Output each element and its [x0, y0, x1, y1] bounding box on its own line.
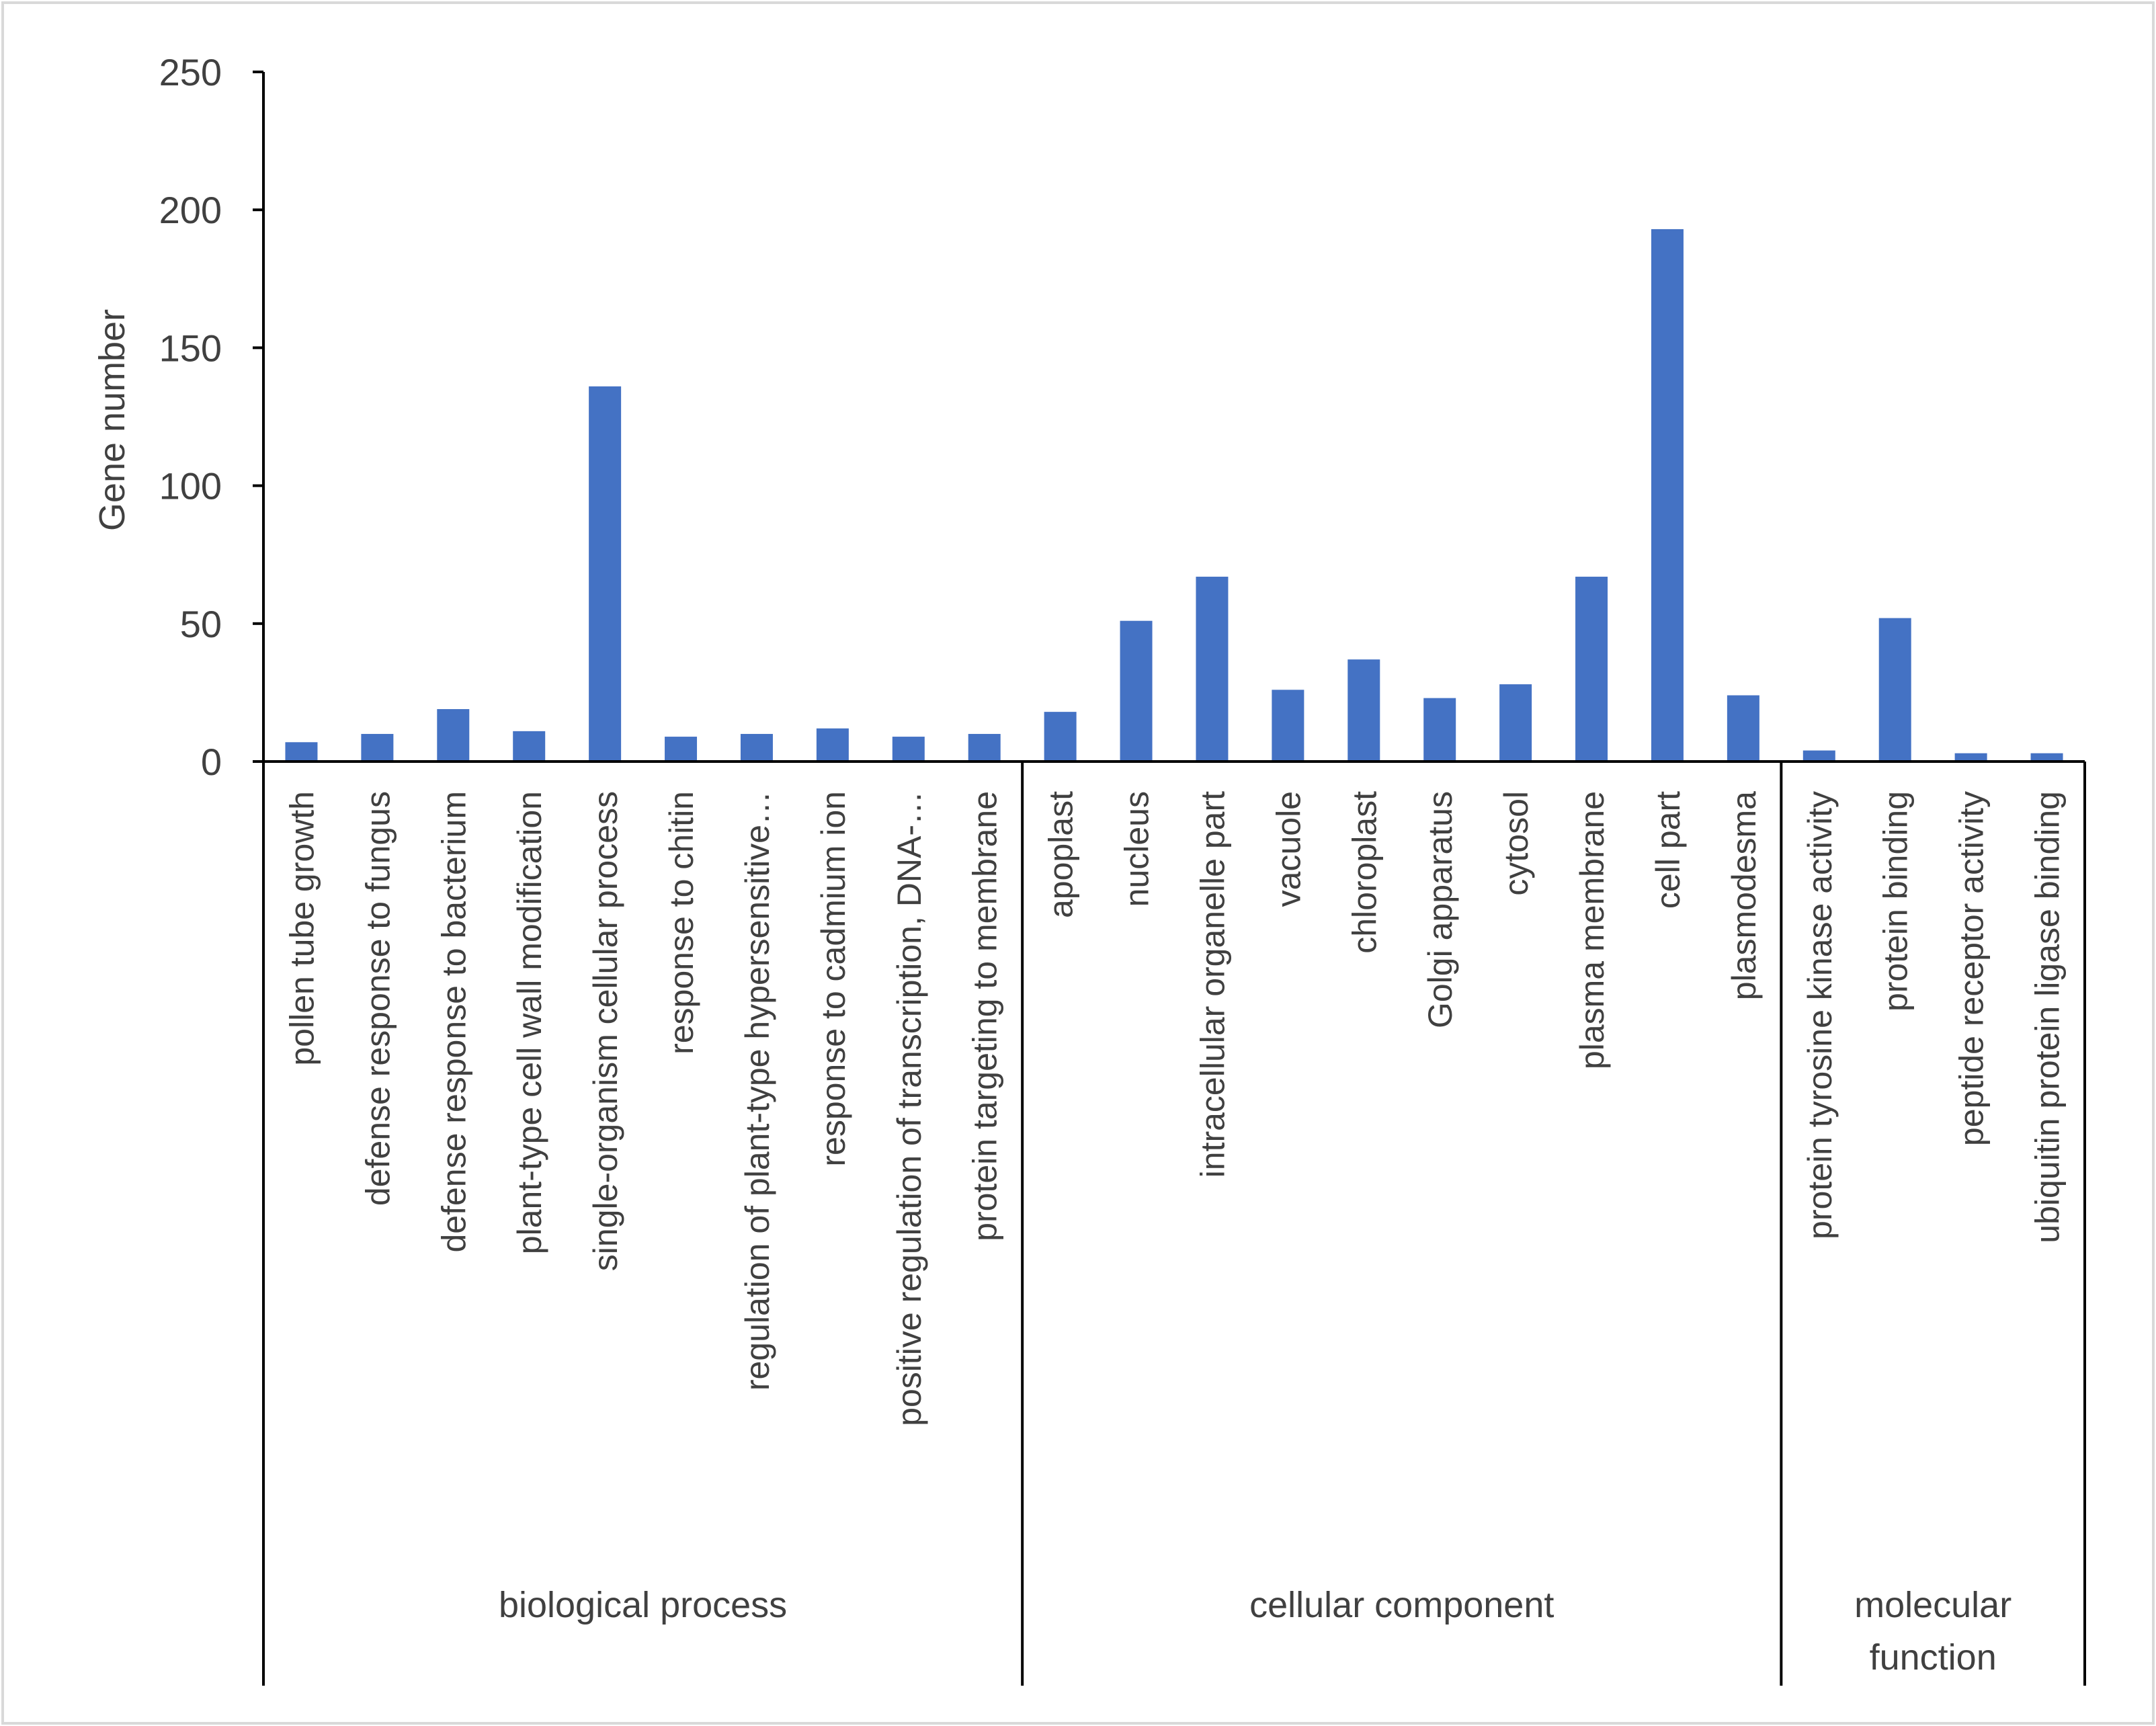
- bar: [285, 742, 318, 762]
- category-label: response to cadmium ion: [815, 791, 852, 1167]
- bar: [1499, 684, 1532, 762]
- bar: [437, 709, 470, 762]
- bar: [1423, 698, 1456, 762]
- group-label: molecular function: [1854, 1585, 2012, 1678]
- y-tick-label: 50: [180, 603, 222, 645]
- category-label: peptide receptor activity: [1953, 791, 1991, 1146]
- bar: [1727, 695, 1759, 762]
- category-labels: pollen tube growth defense response to fu…: [283, 791, 2066, 1426]
- group-label: biological process: [499, 1585, 787, 1625]
- bar: [1802, 750, 1835, 762]
- y-tick-label: 200: [159, 189, 222, 231]
- bar: [1044, 712, 1077, 762]
- y-axis-title-group: Gene number: [92, 309, 132, 531]
- y-tick-label: 0: [201, 741, 222, 783]
- category-label: pollen tube growth: [283, 791, 321, 1066]
- category-label: single-organism cellular process: [587, 791, 624, 1271]
- axes: [262, 72, 2086, 1686]
- category-label: nucleus: [1118, 791, 1156, 907]
- y-tick-label: 100: [159, 465, 222, 507]
- group-labels: biological process cellular component mole…: [499, 1585, 2012, 1678]
- category-label: protein binding: [1877, 791, 1915, 1012]
- bars: [285, 229, 2063, 762]
- category-label: apoplast: [1042, 791, 1080, 918]
- category-label: plasma membrane: [1573, 791, 1611, 1069]
- category-label: cytosol: [1497, 791, 1535, 896]
- bar: [513, 731, 546, 762]
- bar: [589, 386, 622, 762]
- y-tick-label: 250: [159, 51, 222, 93]
- y-axis-title: Gene number: [92, 309, 132, 531]
- bar: [665, 737, 698, 762]
- bar: [1348, 659, 1380, 762]
- bar: [361, 733, 394, 762]
- category-label: regulation of plant-type hypersensitive…: [739, 791, 776, 1391]
- bar: [1878, 618, 1911, 762]
- category-label: response to chitin: [663, 791, 700, 1055]
- category-label: chloroplast: [1345, 791, 1383, 954]
- bar: [968, 733, 1001, 762]
- bar: [1196, 577, 1229, 762]
- category-label: plasmodesma: [1725, 791, 1763, 1000]
- category-label: intracellular organelle part: [1194, 791, 1231, 1178]
- bar: [1575, 577, 1608, 762]
- bar: [740, 733, 773, 762]
- group-label: cellular component: [1249, 1585, 1554, 1625]
- bar: [1120, 620, 1153, 762]
- category-label: protein targeting to membrane: [966, 791, 1004, 1241]
- bar: [1272, 690, 1304, 762]
- category-label: Golgi apparatus: [1421, 791, 1459, 1028]
- category-label: plant-type cell wall modification: [511, 791, 548, 1254]
- category-label: cell part: [1649, 791, 1687, 909]
- bar: [1954, 753, 1987, 762]
- bar: [2030, 753, 2063, 762]
- category-label: vacuole: [1270, 791, 1307, 907]
- category-label: ubiquitin protein ligase binding: [2029, 791, 2067, 1243]
- y-axis-ticks: 0 50 100 150 200 250: [159, 51, 263, 783]
- bar: [1651, 229, 1684, 762]
- y-tick-label: 150: [159, 327, 222, 369]
- category-label: positive regulation of transcription, DN…: [890, 791, 928, 1426]
- bar: [816, 728, 849, 762]
- bar: [892, 737, 925, 762]
- category-label: defense response to fungus: [359, 791, 397, 1206]
- category-label: defense response to bacterium: [435, 791, 472, 1253]
- category-label: protein tyrosine kinase activity: [1801, 791, 1839, 1239]
